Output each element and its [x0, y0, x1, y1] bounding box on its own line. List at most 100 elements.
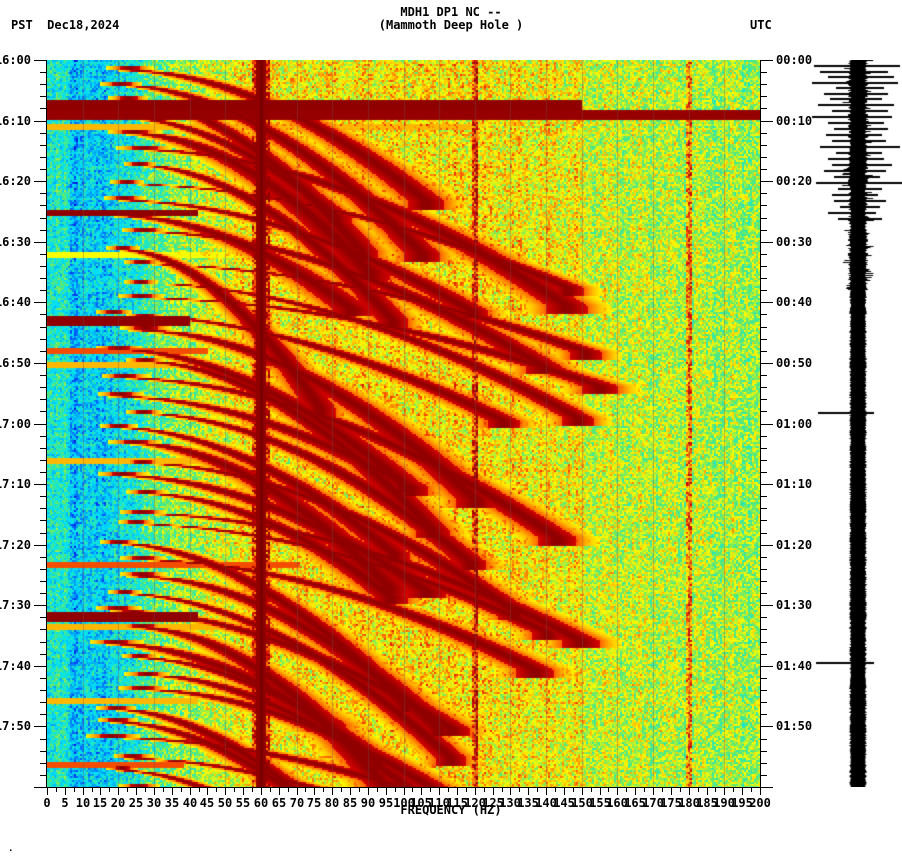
y-axis-left-label: 17:40 [0, 659, 31, 673]
y-tick-right [760, 218, 767, 219]
x-tick [181, 787, 182, 792]
x-axis-tick-label: 50 [217, 796, 233, 810]
x-axis-tick-label: 0 [43, 796, 51, 810]
x-tick [404, 787, 405, 795]
x-axis-tick-label: 115 [446, 796, 468, 810]
x-tick [92, 787, 93, 792]
y-tick-left [40, 230, 47, 231]
y-tick-left [34, 666, 47, 667]
y-tick-right [760, 569, 767, 570]
y-tick-right [760, 545, 773, 546]
y-tick-left [40, 690, 47, 691]
x-tick [412, 787, 413, 792]
x-tick [270, 787, 271, 792]
y-tick-right [760, 96, 767, 97]
y-tick-left [40, 411, 47, 412]
x-tick [279, 787, 280, 795]
x-axis-tick-label: 20 [110, 796, 126, 810]
y-axis-left-label: 17:50 [0, 719, 31, 733]
x-axis-tick-label: 70 [289, 796, 305, 810]
y-tick-right [760, 436, 767, 437]
x-axis-tick-label: 35 [164, 796, 180, 810]
y-axis-left-label: 17:20 [0, 538, 31, 552]
y-tick-right [760, 351, 767, 352]
y-tick-left [40, 145, 47, 146]
y-tick-right [760, 714, 767, 715]
y-tick-left [34, 605, 47, 606]
y-tick-right [760, 581, 767, 582]
y-axis-right-label: 01:10 [776, 477, 813, 491]
x-axis-tick-label: 155 [589, 796, 611, 810]
y-tick-right [760, 399, 767, 400]
y-axis-right-label: 00:30 [776, 235, 813, 249]
y-tick-left [40, 290, 47, 291]
y-tick-left [40, 460, 47, 461]
y-tick-right [760, 617, 767, 618]
y-tick-right [760, 242, 773, 243]
y-tick-right [760, 751, 767, 752]
x-axis-tick-label: 185 [696, 796, 718, 810]
x-tick [493, 787, 494, 795]
y-tick-right [760, 787, 773, 788]
y-tick-right [760, 448, 767, 449]
x-axis-tick-label: 180 [678, 796, 700, 810]
x-axis-tick-label: 45 [199, 796, 215, 810]
y-tick-left [34, 121, 47, 122]
y-tick-right [760, 605, 773, 606]
y-tick-left [40, 472, 47, 473]
x-tick [546, 787, 547, 795]
y-tick-left [40, 339, 47, 340]
x-tick [154, 787, 155, 795]
x-axis-tick-label: 10 [75, 796, 91, 810]
x-tick [216, 787, 217, 792]
x-axis-tick-label: 25 [128, 796, 144, 810]
y-tick-left [34, 242, 47, 243]
y-tick-left [40, 193, 47, 194]
y-tick-left [40, 642, 47, 643]
x-axis-tick-label: 175 [660, 796, 682, 810]
y-tick-left [40, 557, 47, 558]
y-tick-left [40, 569, 47, 570]
page-subtitle: (Mammoth Deep Hole ) [378, 18, 524, 32]
x-tick [528, 787, 529, 795]
x-tick [448, 787, 449, 792]
y-tick-right [760, 72, 767, 73]
y-tick-right [760, 254, 767, 255]
y-tick-right [760, 363, 773, 364]
x-tick [457, 787, 458, 795]
x-tick [555, 787, 556, 792]
y-axis-right-label: 00:40 [776, 295, 813, 309]
x-axis-tick-label: 80 [324, 796, 340, 810]
y-tick-right [760, 472, 767, 473]
y-tick-left [34, 726, 47, 727]
x-tick [475, 787, 476, 795]
x-tick [323, 787, 324, 792]
x-tick [635, 787, 636, 795]
x-tick [617, 787, 618, 795]
y-tick-left [34, 484, 47, 485]
x-tick [145, 787, 146, 792]
x-tick [662, 787, 663, 792]
x-tick [243, 787, 244, 795]
x-axis-tick-label: 65 [271, 796, 287, 810]
y-tick-left [40, 593, 47, 594]
corner-mark: . [8, 844, 14, 854]
y-tick-left [40, 581, 47, 582]
x-tick [100, 787, 101, 795]
y-tick-right [760, 424, 773, 425]
x-tick [591, 787, 592, 792]
x-tick [582, 787, 583, 795]
y-tick-right [760, 496, 767, 497]
y-tick-left [34, 787, 47, 788]
y-tick-left [34, 302, 47, 303]
x-axis-tick-label: 150 [571, 796, 593, 810]
y-axis-left-label: 17:30 [0, 598, 31, 612]
y-tick-right [760, 690, 767, 691]
y-tick-right [760, 726, 773, 727]
x-axis-tick-label: 200 [749, 796, 771, 810]
y-tick-right [760, 181, 773, 182]
y-tick-right [760, 484, 773, 485]
x-tick [252, 787, 253, 792]
x-axis-tick-label: 165 [624, 796, 646, 810]
spectrogram-plot[interactable] [47, 60, 760, 787]
